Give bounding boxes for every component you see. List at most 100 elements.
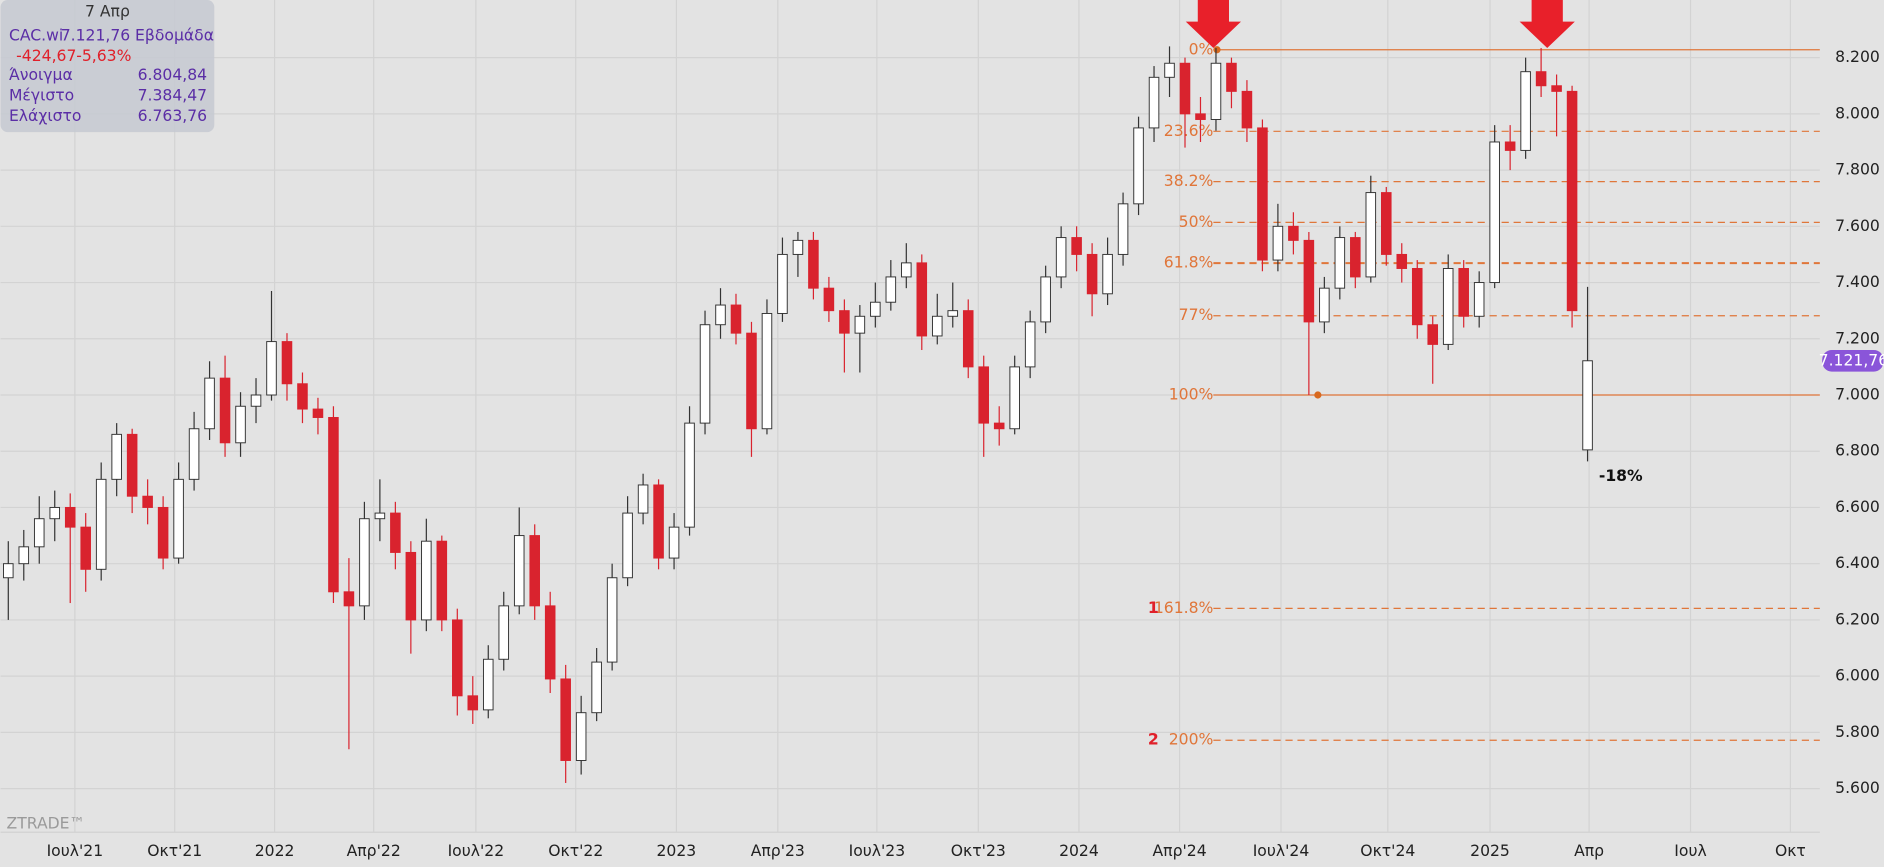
candle-body bbox=[188, 428, 200, 480]
candle-body bbox=[1381, 192, 1392, 255]
info-value: 6.804,84 bbox=[138, 66, 208, 84]
last-price-tag bbox=[1822, 349, 1884, 372]
candle-body bbox=[219, 377, 231, 444]
candle-body bbox=[1442, 268, 1454, 345]
candle-body bbox=[777, 253, 788, 314]
candle-body bbox=[1303, 239, 1315, 323]
x-tick-label: Ιουλ bbox=[1674, 842, 1706, 860]
candle-body bbox=[1257, 127, 1268, 261]
candle-body bbox=[560, 678, 571, 761]
candle-body bbox=[1009, 366, 1020, 430]
candle-body bbox=[529, 535, 540, 607]
watermark: ZTRADE™ bbox=[7, 814, 86, 832]
candle-body bbox=[467, 695, 479, 711]
y-tick-label: 6.200 bbox=[1835, 610, 1880, 628]
x-tick-label: 2025 bbox=[1470, 842, 1510, 860]
candle-body bbox=[1179, 62, 1191, 115]
x-tick-label: Οκτ'22 bbox=[548, 842, 603, 860]
candle-body bbox=[80, 526, 91, 570]
info-change: -424,67 bbox=[16, 47, 76, 65]
fib-label: 100% bbox=[1169, 386, 1214, 404]
candle-body bbox=[18, 546, 30, 565]
candle-body bbox=[699, 324, 711, 424]
candle-body bbox=[142, 495, 153, 508]
candle-body bbox=[421, 540, 432, 621]
info-label: Μέγιστο bbox=[9, 87, 74, 105]
candle-body bbox=[1288, 225, 1299, 241]
fib-label: 0% bbox=[1189, 40, 1214, 58]
x-tick-label: Ιουλ'24 bbox=[1253, 842, 1310, 860]
y-tick-label: 7.600 bbox=[1835, 217, 1880, 235]
info-value: 6.763,76 bbox=[138, 107, 208, 125]
candle-body bbox=[962, 310, 974, 368]
info-panel bbox=[0, 0, 215, 133]
candle-body bbox=[95, 478, 107, 570]
candle-body bbox=[111, 433, 122, 480]
x-tick-label: Ιουλ'22 bbox=[448, 842, 505, 860]
candle-body bbox=[761, 312, 773, 430]
candle-body bbox=[1226, 62, 1237, 92]
x-tick-label: 2023 bbox=[657, 842, 697, 860]
fib-anchor bbox=[1213, 46, 1221, 54]
candle-body bbox=[235, 405, 246, 444]
candle-body bbox=[1520, 71, 1531, 151]
candle-body bbox=[1210, 62, 1222, 120]
fib-label: 38.2% bbox=[1164, 172, 1214, 190]
candle-body bbox=[993, 422, 1005, 430]
x-tick-label: Απρ bbox=[1574, 842, 1604, 860]
candle-body bbox=[1334, 237, 1346, 289]
candle-body bbox=[839, 310, 850, 334]
candle-body bbox=[854, 315, 866, 334]
candle-body bbox=[513, 535, 525, 607]
fib-label: 23.6% bbox=[1164, 122, 1214, 140]
candle-body bbox=[281, 341, 293, 385]
candle-body bbox=[1117, 203, 1129, 255]
candle-body bbox=[1566, 90, 1578, 312]
candle-body bbox=[1102, 253, 1113, 295]
candle-body bbox=[1489, 141, 1500, 284]
candle-body bbox=[1148, 76, 1160, 129]
x-tick-label: Οκτ'24 bbox=[1360, 842, 1415, 860]
candle-body bbox=[204, 377, 215, 430]
candle-body bbox=[359, 518, 370, 607]
candle-body bbox=[3, 563, 14, 579]
candle-body bbox=[1164, 62, 1175, 78]
candle-body bbox=[1241, 90, 1253, 129]
candle-body bbox=[1319, 287, 1330, 323]
candle-body bbox=[1535, 71, 1547, 87]
candle-body bbox=[901, 262, 912, 278]
arrow-marker bbox=[1185, 0, 1242, 49]
y-tick-label: 6.800 bbox=[1835, 442, 1880, 460]
fib-label: 77% bbox=[1179, 306, 1214, 324]
candle-body bbox=[1411, 268, 1423, 326]
grid bbox=[0, 0, 1820, 833]
candle-body bbox=[544, 605, 556, 680]
candle-body bbox=[606, 577, 618, 663]
x-tick-label: 2024 bbox=[1059, 842, 1099, 860]
info-value: 7.384,47 bbox=[138, 87, 208, 105]
candle-body bbox=[885, 276, 897, 303]
candles bbox=[3, 46, 1593, 783]
candle-body bbox=[808, 239, 819, 289]
candle-body bbox=[1055, 237, 1067, 278]
candle-body bbox=[1086, 253, 1098, 295]
candle-body bbox=[1024, 321, 1036, 368]
x-tick-label: Οκτ bbox=[1775, 842, 1806, 860]
candle-body bbox=[1350, 237, 1361, 278]
candle-body bbox=[312, 408, 324, 418]
candle-body bbox=[328, 417, 339, 593]
candle-body bbox=[250, 394, 262, 407]
candle-body bbox=[684, 422, 695, 528]
x-tick-label: Απρ'24 bbox=[1153, 842, 1207, 860]
y-tick-label: 5.800 bbox=[1835, 723, 1880, 741]
x-tick-label: Οκτ'21 bbox=[147, 842, 202, 860]
info-last: 7.121,76 bbox=[61, 27, 131, 45]
info-date: 7 Απρ bbox=[85, 3, 130, 21]
candle-body bbox=[823, 287, 835, 312]
candle-body bbox=[498, 605, 510, 660]
candle-body bbox=[374, 512, 386, 520]
y-tick-label: 8.200 bbox=[1835, 48, 1880, 66]
candle-body bbox=[33, 518, 45, 548]
candle-body bbox=[637, 484, 649, 514]
candle-body bbox=[297, 383, 308, 410]
